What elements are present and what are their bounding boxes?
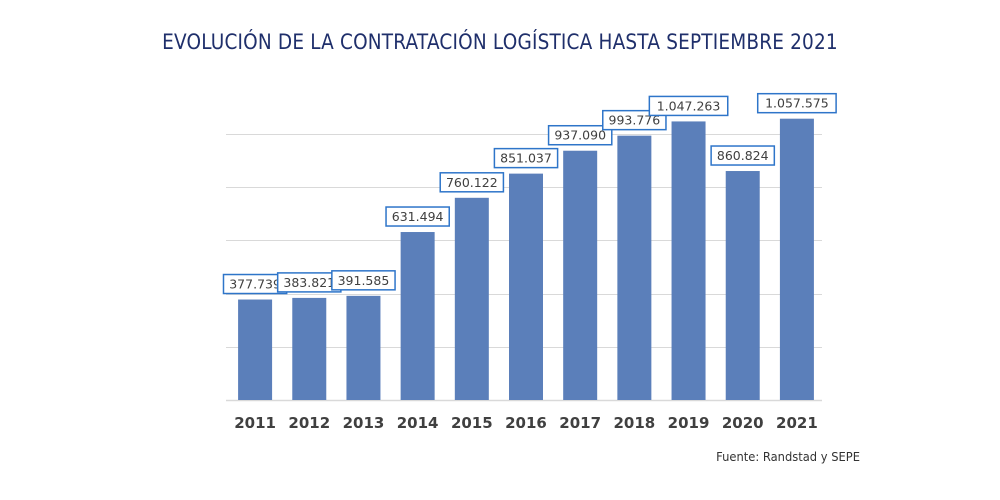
data-label-box [439,172,505,193]
bar [725,171,760,400]
data-label-box [710,145,776,166]
x-tick-label: 2012 [288,414,330,432]
data-label: 851.037 [500,151,552,166]
x-tick-label: 2018 [613,414,655,432]
data-labels: 377.739 383.821 391.585 631.494 760.122851.0… [222,92,837,295]
x-tick-label: 2019 [668,414,710,432]
bar [509,173,543,400]
data-label: 1.047.263 [657,98,721,113]
bar [563,150,598,400]
x-tick-label: 2014 [397,414,439,432]
data-label: 383.821 [283,275,335,290]
data-label-box [493,147,559,169]
bar [292,297,327,400]
x-tick-label: 2021 [776,414,818,432]
bar [617,135,652,400]
bar [671,121,706,400]
bar [400,232,435,400]
data-label: 937.090 [554,128,606,143]
data-label: 860.824 [717,148,769,163]
data-label-box [385,206,450,227]
data-label: 1.057.575 [765,96,829,111]
data-label: 760.122 [446,175,498,190]
x-tick-label: 2015 [451,414,493,432]
bar [779,118,814,400]
data-label: 993.776 [609,113,661,128]
data-label-box [648,95,729,117]
chart-title: EVOLUCIÓN DE LA CONTRATACIÓN LOGÍSTICA H… [162,30,838,54]
data-label-box [756,92,837,114]
bars [238,118,814,400]
bar [346,295,381,400]
data-label: 631.494 [392,209,444,224]
data-label: 377.739 [229,277,281,292]
data-label-box [331,270,396,291]
x-tick-label: 2011 [234,414,276,432]
bar [238,299,273,400]
x-tick-label: 2016 [505,414,547,432]
x-tick-label: 2013 [343,414,385,432]
bar [454,197,489,400]
x-tick-label: 2017 [559,414,601,432]
data-label-box [547,124,613,146]
data-label: 391.585 [338,273,390,288]
source-note: Fuente: Randstad y SEPE [716,449,860,464]
x-axis-ticks: 2011 2012 2013 2014 2015 2016 2017 2018 2019 2020… [234,414,818,432]
x-tick-label: 2020 [722,414,764,432]
